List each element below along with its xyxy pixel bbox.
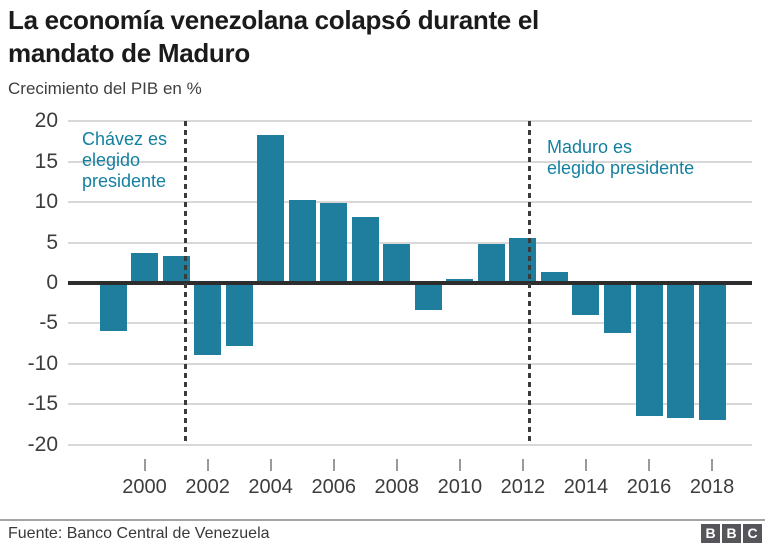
bar-2011 [477, 244, 505, 283]
gridline-5 [68, 241, 752, 244]
page-title: La economía venezolana colapsó durante e… [0, 4, 539, 70]
bbc-logo-letter-b2: B [722, 524, 741, 543]
bar-2003 [225, 283, 253, 347]
bar-2002 [194, 283, 222, 355]
bar-2000 [131, 253, 159, 283]
y-axis-label--15: -15 [27, 392, 58, 416]
x-axis-label-2004: 2004 [248, 476, 293, 498]
x-axis-tick-2016 [648, 459, 650, 471]
y-axis-label--10: -10 [27, 351, 58, 375]
bar-2012 [509, 237, 537, 283]
annotation-chavez-line-3: presidente [82, 171, 167, 191]
y-axis-label-20: 20 [34, 109, 58, 133]
annotation-chavez: Chávez es elegido presidente [82, 129, 167, 192]
bbc-logo-letter-b1: B [701, 524, 720, 543]
bar-2004 [257, 135, 285, 283]
x-axis-label-2002: 2002 [185, 476, 230, 498]
x-axis-label-2018: 2018 [689, 476, 735, 498]
gridline-15 [68, 160, 752, 163]
x-axis-tick-2014 [584, 459, 587, 471]
x-axis-tick-2010 [458, 459, 461, 471]
gridline--15 [68, 403, 752, 406]
bar-2018 [698, 283, 726, 420]
gridline--10 [68, 362, 752, 365]
y-axis-label-10: 10 [34, 190, 58, 214]
bar-2014 [572, 283, 600, 315]
x-axis-zero-line [68, 281, 752, 285]
bar-2015 [603, 283, 631, 334]
x-axis-tick-2008 [395, 459, 398, 471]
x-axis-label-2000: 2000 [122, 476, 167, 498]
page-title-line-2: mandato de Maduro [8, 38, 250, 68]
x-axis-label-2016: 2016 [626, 476, 672, 498]
gridline-10 [68, 201, 752, 204]
annotation-dashed-line-1 [184, 121, 188, 442]
annotation-maduro-line-1: Maduro es [547, 137, 633, 157]
source-text: Fuente: Banco Central de Venezuela [8, 525, 270, 542]
y-axis-label-5: 5 [46, 230, 58, 254]
x-axis-tick-2018 [711, 459, 714, 471]
y-axis-label--5: -5 [39, 311, 58, 335]
bar-1999 [99, 283, 127, 332]
x-axis-label-2014: 2014 [563, 476, 609, 498]
x-axis-tick-2000 [143, 459, 146, 471]
y-axis-label--20: -20 [27, 432, 58, 456]
y-axis-label-15: 15 [34, 149, 58, 173]
gridline-20 [68, 120, 752, 123]
annotation-maduro: Maduro es elegido presidente [547, 137, 694, 179]
bar-2013 [540, 272, 568, 283]
x-axis-label-2008: 2008 [374, 476, 420, 498]
annotation-dashed-line-2 [527, 121, 531, 442]
chart-subtitle: Crecimiento del PIB en % [8, 79, 202, 98]
y-axis-label-0: 0 [46, 271, 58, 294]
x-axis-tick-2004 [269, 459, 272, 471]
x-axis-tick-2002 [206, 459, 209, 471]
page-title-line-1: La economía venezolana colapsó durante e… [8, 5, 539, 35]
x-axis-tick-2012 [521, 459, 524, 471]
annotation-maduro-line-2: elegido presidente [547, 158, 695, 178]
bar-2006 [320, 203, 348, 283]
bar-2008 [383, 244, 411, 283]
x-axis-label-2012: 2012 [500, 476, 546, 498]
annotation-chavez-line-2: elegido [82, 150, 141, 170]
bbc-logo-letter-c: C [743, 524, 762, 543]
gridline--20 [68, 443, 752, 446]
bar-2005 [288, 199, 316, 283]
x-axis-tick-2006 [332, 459, 335, 471]
bar-2009 [414, 283, 442, 310]
bar-2010 [446, 278, 474, 283]
bar-2017 [667, 283, 695, 418]
bar-2007 [351, 216, 379, 283]
footer-divider [0, 519, 765, 521]
annotation-chavez-line-1: Chávez es [82, 129, 168, 149]
bar-2016 [635, 283, 663, 416]
x-axis-label-2010: 2010 [437, 476, 483, 498]
gridline--5 [68, 322, 752, 325]
x-axis-label-2006: 2006 [311, 476, 356, 498]
bbc-logo: B B C [701, 524, 762, 543]
